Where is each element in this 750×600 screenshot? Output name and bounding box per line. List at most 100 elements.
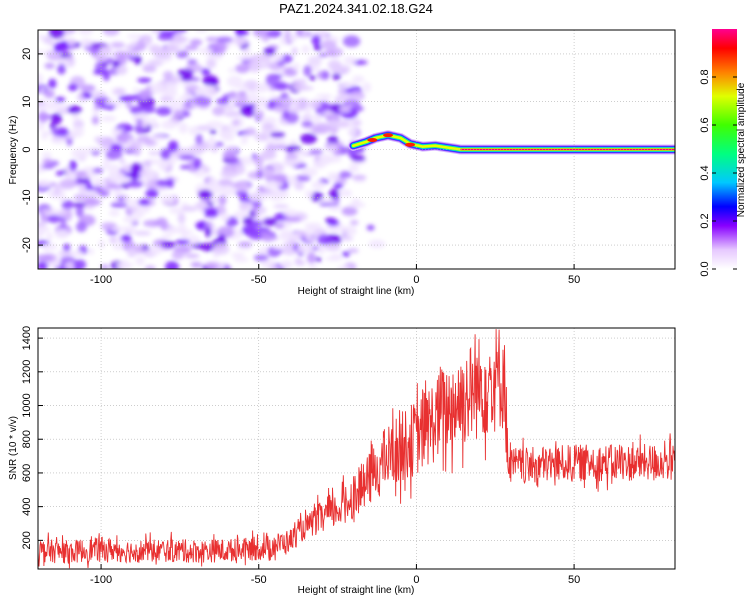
noise-blob xyxy=(137,38,145,51)
noise-blob xyxy=(212,243,230,255)
noise-blob xyxy=(75,205,84,218)
noise-blob xyxy=(74,171,87,177)
y-tick-label: 1200 xyxy=(21,360,33,384)
noise-blob xyxy=(237,245,252,251)
noise-blob xyxy=(205,226,212,238)
noise-blob xyxy=(52,52,61,61)
noise-blob xyxy=(96,56,108,63)
noise-blob xyxy=(254,53,271,62)
noise-blob xyxy=(271,173,288,183)
noise-blob xyxy=(82,92,92,99)
noise-blob xyxy=(224,110,241,118)
noise-blob xyxy=(70,250,84,257)
colorbar-tick-label: 0.0 xyxy=(699,261,711,276)
noise-blob xyxy=(173,109,184,118)
noise-blob xyxy=(38,208,53,213)
noise-blob xyxy=(189,38,203,46)
noise-blob xyxy=(318,198,331,203)
noise-blob xyxy=(73,119,84,130)
noise-blob xyxy=(348,163,360,173)
noise-blob xyxy=(204,210,219,218)
noise-blob xyxy=(48,78,57,89)
spectrogram-plot-area xyxy=(38,30,675,269)
noise-blob xyxy=(38,254,53,262)
noise-blob xyxy=(242,216,254,226)
spectrogram-x-ticks: -100 -50 0 50 xyxy=(90,264,580,286)
noise-blob xyxy=(341,206,358,216)
noise-blob xyxy=(98,45,113,57)
noise-blob xyxy=(206,53,223,61)
noise-blob xyxy=(55,104,72,111)
noise-blob xyxy=(304,105,312,117)
noise-blob xyxy=(233,257,249,263)
noise-blob xyxy=(38,73,44,86)
noise-blob xyxy=(57,250,75,257)
noise-blob xyxy=(232,119,240,126)
noise-blob xyxy=(301,114,313,121)
noise-blob xyxy=(338,189,353,197)
noise-blob xyxy=(300,133,317,144)
snr-y-ticks: 200 400 600 800 1000 1200 1400 xyxy=(21,326,43,550)
noise-blob xyxy=(324,146,335,151)
noise-blob xyxy=(53,183,61,196)
spectrogram-y-axis-label: Frequency (Hz) xyxy=(8,116,19,185)
noise-blob xyxy=(59,223,67,229)
noise-blob xyxy=(254,85,268,93)
noise-blob xyxy=(155,217,168,228)
noise-blob xyxy=(130,162,143,174)
noise-blob xyxy=(351,197,361,209)
noise-blob xyxy=(100,62,109,67)
noise-blob xyxy=(176,50,189,59)
noise-blob xyxy=(123,215,138,224)
noise-blob xyxy=(340,236,354,241)
noise-blob xyxy=(341,251,351,257)
noise-blob xyxy=(129,50,141,57)
snr-x-ticks: -100 -50 0 50 xyxy=(90,564,580,586)
noise-blob xyxy=(305,237,317,242)
noise-blob xyxy=(261,122,274,133)
noise-blob xyxy=(145,188,159,199)
noise-blob xyxy=(201,86,218,98)
noise-blob xyxy=(242,133,249,141)
noise-blob xyxy=(135,119,143,124)
noise-blob xyxy=(98,239,106,249)
noise-blob xyxy=(129,105,143,115)
noise-blob xyxy=(104,99,117,106)
snr-frame xyxy=(37,327,676,570)
noise-blob xyxy=(160,148,171,160)
noise-blob xyxy=(127,34,143,39)
y-tick-label: 20 xyxy=(21,48,33,60)
noise-blob xyxy=(178,122,188,134)
noise-blob xyxy=(342,35,361,48)
noise-blob xyxy=(110,202,128,208)
noise-blob xyxy=(351,174,367,180)
noise-blob xyxy=(113,186,123,199)
noise-blob xyxy=(332,72,341,81)
noise-blob xyxy=(233,210,250,220)
noise-blob xyxy=(294,174,311,182)
x-tick-label: 50 xyxy=(568,274,580,286)
noise-blob xyxy=(288,106,302,114)
noise-blob xyxy=(133,230,152,236)
noise-blob xyxy=(296,229,307,237)
noise-blob xyxy=(238,201,251,211)
noise-blob xyxy=(219,129,236,140)
noise-blob xyxy=(61,199,74,210)
noise-blob xyxy=(311,34,321,47)
noise-blob xyxy=(87,248,95,255)
noise-blob xyxy=(292,62,300,72)
noise-blob xyxy=(190,261,203,268)
noise-blob xyxy=(177,68,194,77)
y-tick-label: 1000 xyxy=(21,393,33,417)
noise-blob xyxy=(200,68,211,76)
noise-blob xyxy=(301,31,310,38)
noise-blob xyxy=(305,189,314,199)
colorbar-tick-label: 0.4 xyxy=(699,165,711,180)
noise-blob xyxy=(195,125,212,132)
noise-blob xyxy=(59,179,76,190)
noise-blob xyxy=(38,261,49,269)
noise-blob xyxy=(140,115,151,126)
noise-blob xyxy=(327,172,338,182)
noise-blob xyxy=(41,152,52,158)
